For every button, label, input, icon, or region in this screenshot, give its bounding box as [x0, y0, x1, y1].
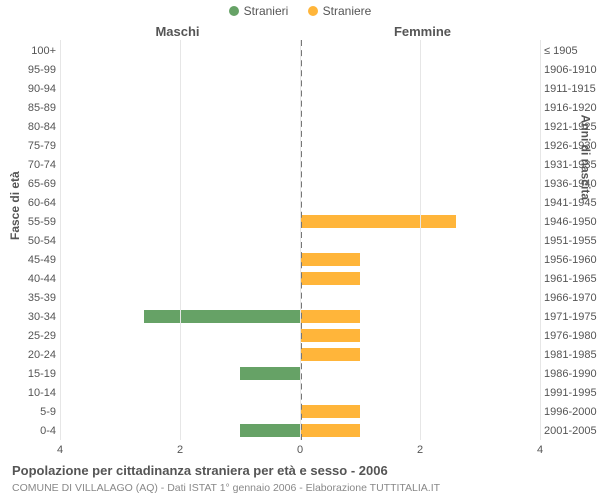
birth-label: 1906-1910	[544, 64, 600, 76]
side-title-female: Femmine	[305, 24, 540, 39]
birth-label: 1986-1990	[544, 368, 600, 380]
legend-item-male: Stranieri	[229, 4, 289, 18]
grid-line	[420, 40, 421, 440]
age-label: 60-64	[0, 197, 56, 209]
age-label: 40-44	[0, 273, 56, 285]
age-label: 100+	[0, 45, 56, 57]
bar-male	[240, 424, 300, 437]
age-label: 65-69	[0, 178, 56, 190]
age-label: 55-59	[0, 216, 56, 228]
age-label: 75-79	[0, 140, 56, 152]
age-label: 35-39	[0, 292, 56, 304]
legend-label-male: Stranieri	[244, 4, 289, 18]
legend: Stranieri Straniere	[0, 4, 600, 19]
birth-label: 1971-1975	[544, 311, 600, 323]
birth-label: 1996-2000	[544, 406, 600, 418]
y-labels-left: 100+ 95-99 90-94 85-89 80-84 75-79 70-74 65-69 6…	[0, 40, 56, 440]
grid-line	[180, 40, 181, 440]
birth-label: 2001-2005	[544, 425, 600, 437]
birth-label: 1976-1980	[544, 330, 600, 342]
legend-label-female: Straniere	[323, 4, 372, 18]
age-label: 85-89	[0, 102, 56, 114]
age-label: 30-34	[0, 311, 56, 323]
birth-label: 1966-1970	[544, 292, 600, 304]
birth-label: 1936-1940	[544, 178, 600, 190]
birth-label: 1916-1920	[544, 102, 600, 114]
age-label: 10-14	[0, 387, 56, 399]
chart-caption: Popolazione per cittadinanza straniera p…	[12, 463, 388, 478]
age-label: 25-29	[0, 330, 56, 342]
birth-label: 1926-1930	[544, 140, 600, 152]
age-label: 20-24	[0, 349, 56, 361]
birth-label: 1921-1925	[544, 121, 600, 133]
side-title-male: Maschi	[60, 24, 295, 39]
birth-label: 1931-1935	[544, 159, 600, 171]
bar-female	[300, 310, 360, 323]
age-label: 5-9	[0, 406, 56, 418]
pyramid-chart: Stranieri Straniere Maschi Femmine Fasce…	[0, 0, 600, 500]
age-label: 70-74	[0, 159, 56, 171]
bar-male	[240, 367, 300, 380]
grid-line	[60, 40, 61, 440]
bar-female	[300, 329, 360, 342]
x-tick-label: 4	[537, 444, 543, 456]
grid-line	[300, 40, 301, 440]
bar-female	[300, 272, 360, 285]
y-labels-right: ≤ 1905 1906-1910 1911-1915 1916-1920 1921-19…	[544, 40, 600, 440]
plot-area: 42024	[60, 40, 540, 440]
grid-line	[540, 40, 541, 440]
age-label: 50-54	[0, 235, 56, 247]
bar-female	[300, 215, 456, 228]
legend-swatch-male	[229, 6, 239, 16]
age-label: 0-4	[0, 425, 56, 437]
birth-label: 1946-1950	[544, 216, 600, 228]
age-label: 90-94	[0, 83, 56, 95]
age-label: 80-84	[0, 121, 56, 133]
bar-female	[300, 424, 360, 437]
legend-swatch-female	[308, 6, 318, 16]
x-tick-label: 4	[57, 444, 63, 456]
age-label: 45-49	[0, 254, 56, 266]
bar-female	[300, 253, 360, 266]
x-tick-label: 2	[177, 444, 183, 456]
age-label: 15-19	[0, 368, 56, 380]
birth-label: 1981-1985	[544, 349, 600, 361]
bar-female	[300, 405, 360, 418]
birth-label: 1956-1960	[544, 254, 600, 266]
birth-label: 1951-1955	[544, 235, 600, 247]
x-tick-label: 2	[417, 444, 423, 456]
x-tick-label: 0	[297, 444, 303, 456]
chart-subcaption: COMUNE DI VILLALAGO (AQ) - Dati ISTAT 1°…	[12, 482, 440, 494]
birth-label: 1961-1965	[544, 273, 600, 285]
bar-male	[144, 310, 300, 323]
legend-item-female: Straniere	[308, 4, 372, 18]
birth-label: 1991-1995	[544, 387, 600, 399]
age-label: 95-99	[0, 64, 56, 76]
birth-label: 1941-1945	[544, 197, 600, 209]
bar-female	[300, 348, 360, 361]
birth-label: 1911-1915	[544, 83, 600, 95]
birth-label: ≤ 1905	[544, 45, 600, 57]
